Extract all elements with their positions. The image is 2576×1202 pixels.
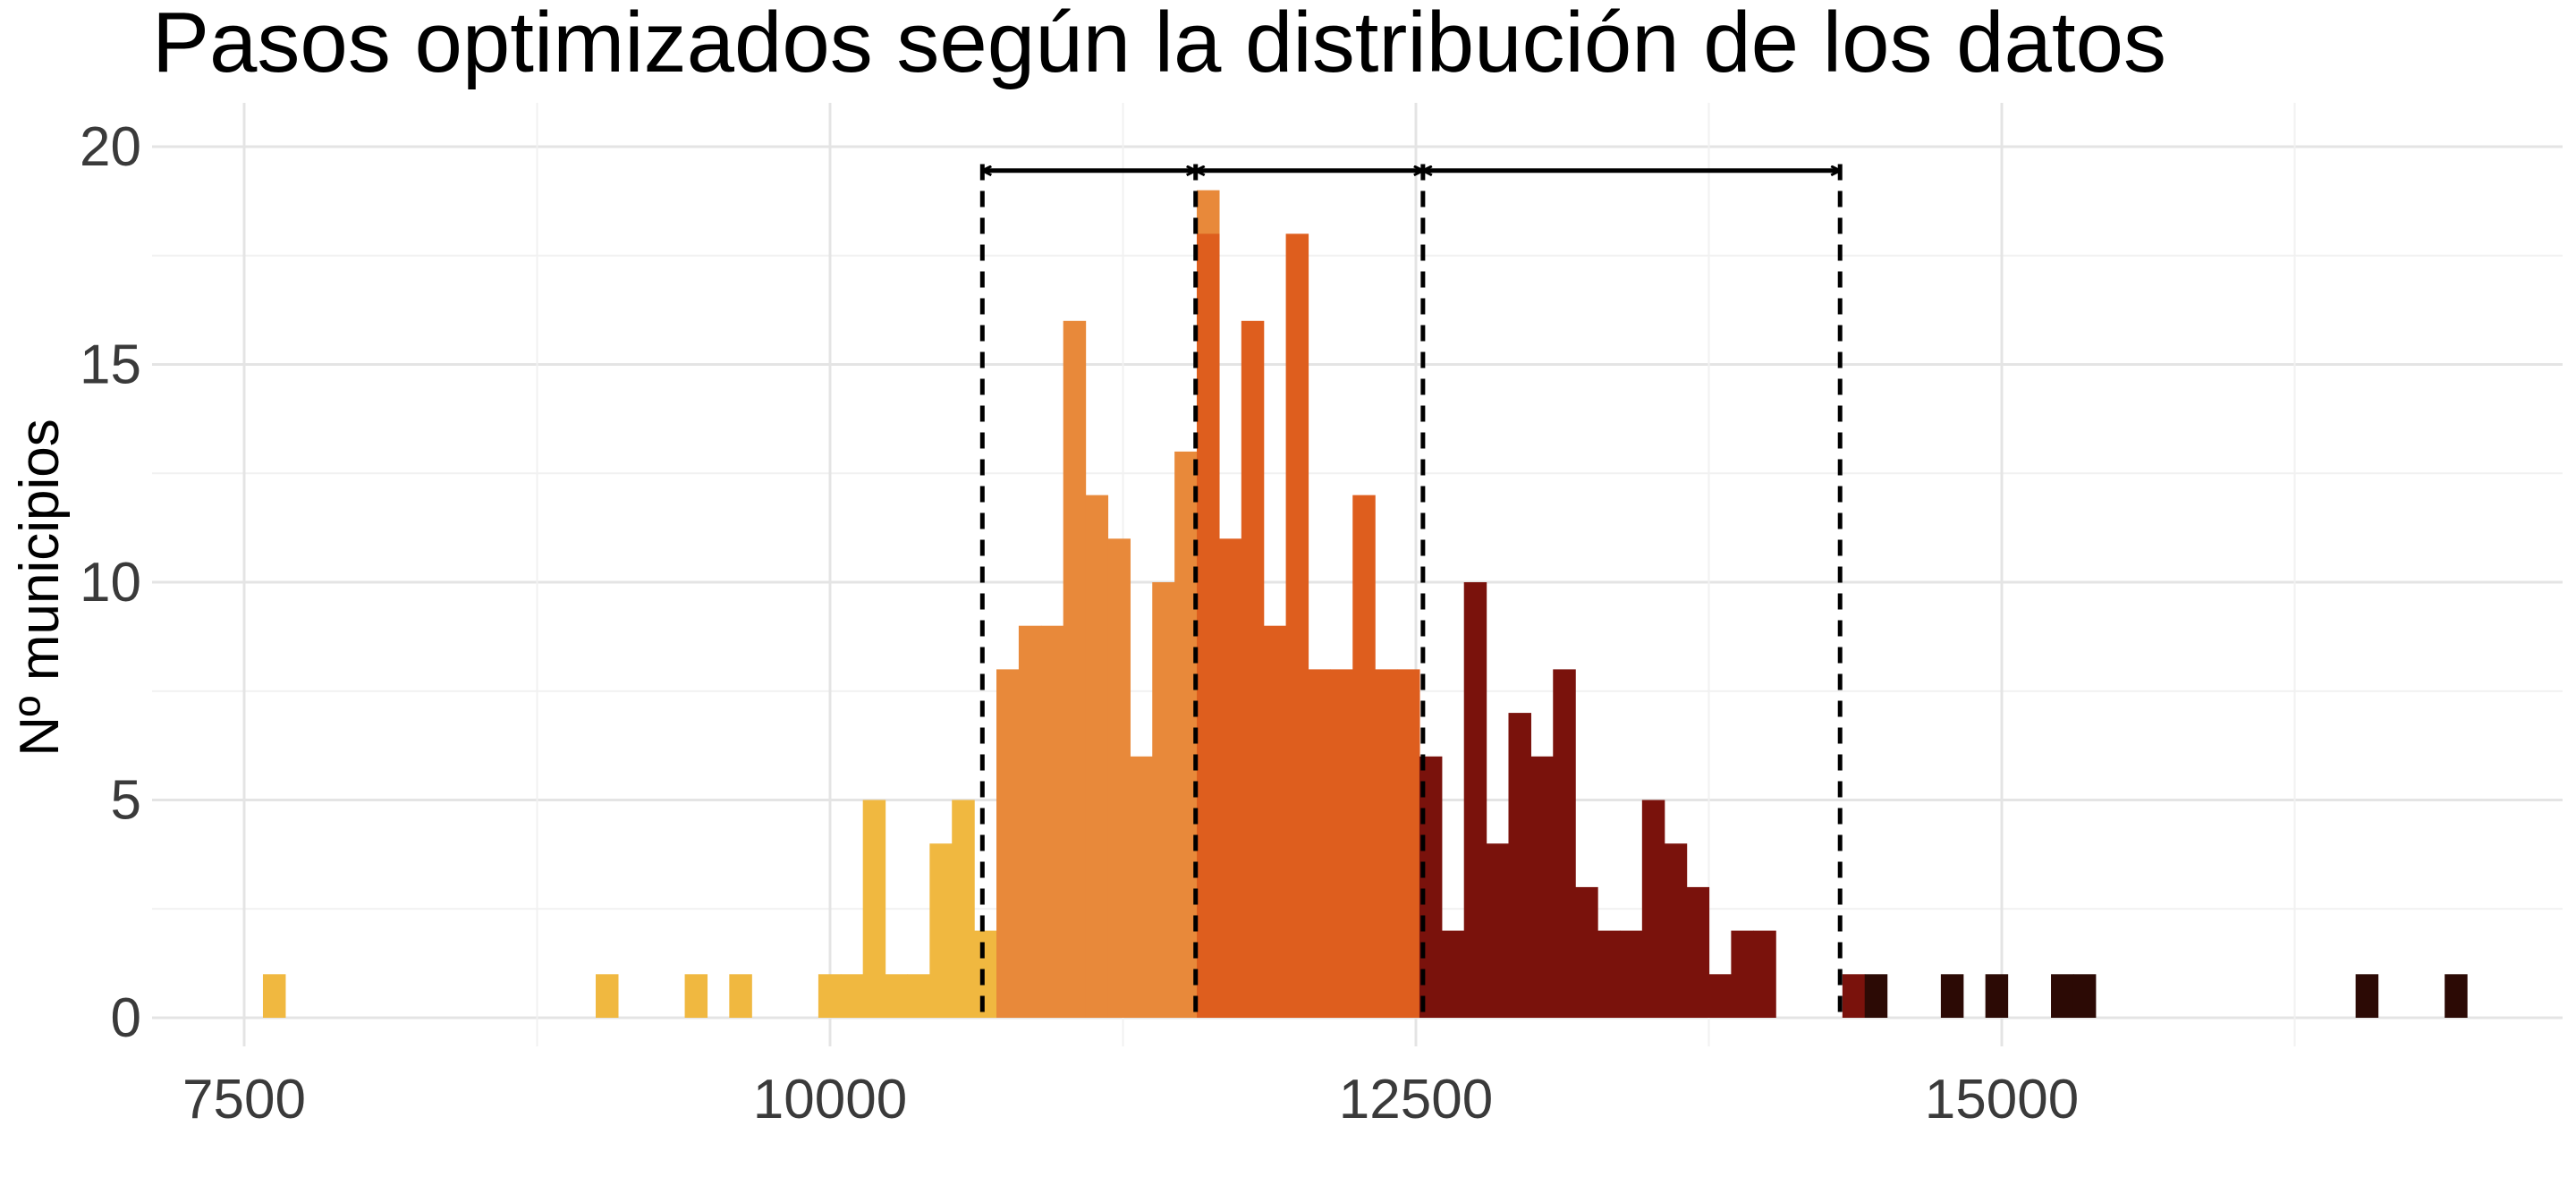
histogram-bar [1597,930,1621,1018]
histogram-bar [1508,713,1531,1018]
histogram-bar [1985,974,2009,1018]
histogram-bar [1486,843,1510,1018]
histogram-bar [596,974,619,1018]
histogram-bar [1040,625,1064,1018]
histogram-bar [1218,538,1242,1018]
histogram-bar [1285,233,1309,1018]
histogram-bar [1330,669,1353,1018]
axis-ticks: 0 5 10 15 20 7500 10000 12500 15000 [80,116,2079,1130]
histogram-bars [262,190,2468,1018]
histogram-bar [1708,974,1732,1018]
y-tick-label: 5 [111,770,141,832]
histogram-bar [684,974,708,1018]
histogram-bar [907,974,930,1018]
histogram-bar [1441,930,1465,1018]
histogram-bar [929,843,953,1018]
histogram-bar [2072,974,2097,1018]
histogram-bar [1018,625,1042,1018]
histogram-bar [1308,669,1331,1018]
histogram-bar [2051,974,2074,1018]
cut-lines [979,164,1843,1018]
x-tick-label: 15000 [1925,1069,2079,1130]
histogram-bar [1530,756,1554,1018]
histogram-bar [2445,974,2468,1018]
histogram-bar [818,974,842,1018]
histogram-bar [1130,756,1153,1018]
histogram-bar [1375,669,1398,1018]
y-axis-label: Nº municipios [9,419,71,757]
histogram-bar [840,974,864,1018]
histogram-bar [1641,800,1665,1018]
histogram-bar [729,974,752,1018]
histogram-bar [1864,974,1888,1018]
y-tick-label: 15 [80,334,141,396]
histogram-bar [996,669,1020,1018]
histogram-bar [1263,625,1287,1018]
x-tick-label: 10000 [753,1069,907,1130]
y-tick-label: 20 [80,116,141,178]
histogram-bar [1107,538,1131,1018]
histogram-bar [262,974,286,1018]
histogram-bar [1553,669,1576,1018]
x-tick-label: 12500 [1339,1069,1493,1130]
histogram-bar [1842,974,1866,1018]
histogram-bar [1940,974,1964,1018]
histogram-bar [2355,974,2379,1018]
histogram-bar [1731,930,1754,1018]
chart-title: Pasos optimizados según la distribución … [152,0,2166,90]
histogram-bar [1753,930,1776,1018]
histogram-bar [862,800,886,1018]
y-tick-label: 0 [111,987,141,1049]
histogram-bar [1352,495,1376,1018]
histogram-bar [1197,233,1220,1018]
histogram-bar [1463,582,1487,1018]
histogram-bar [974,930,997,1018]
histogram-bar [1619,930,1643,1018]
x-tick-label: 7500 [182,1069,306,1130]
histogram-bar [1085,495,1109,1018]
histogram-bar [952,800,975,1018]
histogram-bar [1152,582,1175,1018]
y-tick-label: 10 [80,552,141,614]
histogram-bar [1575,886,1598,1018]
histogram-bar [1397,669,1420,1018]
histogram-bar [1664,843,1688,1018]
histogram-bar [1686,886,1710,1018]
histogram-bar [1241,320,1265,1018]
histogram-bar [1063,320,1087,1018]
histogram-bar [885,974,909,1018]
